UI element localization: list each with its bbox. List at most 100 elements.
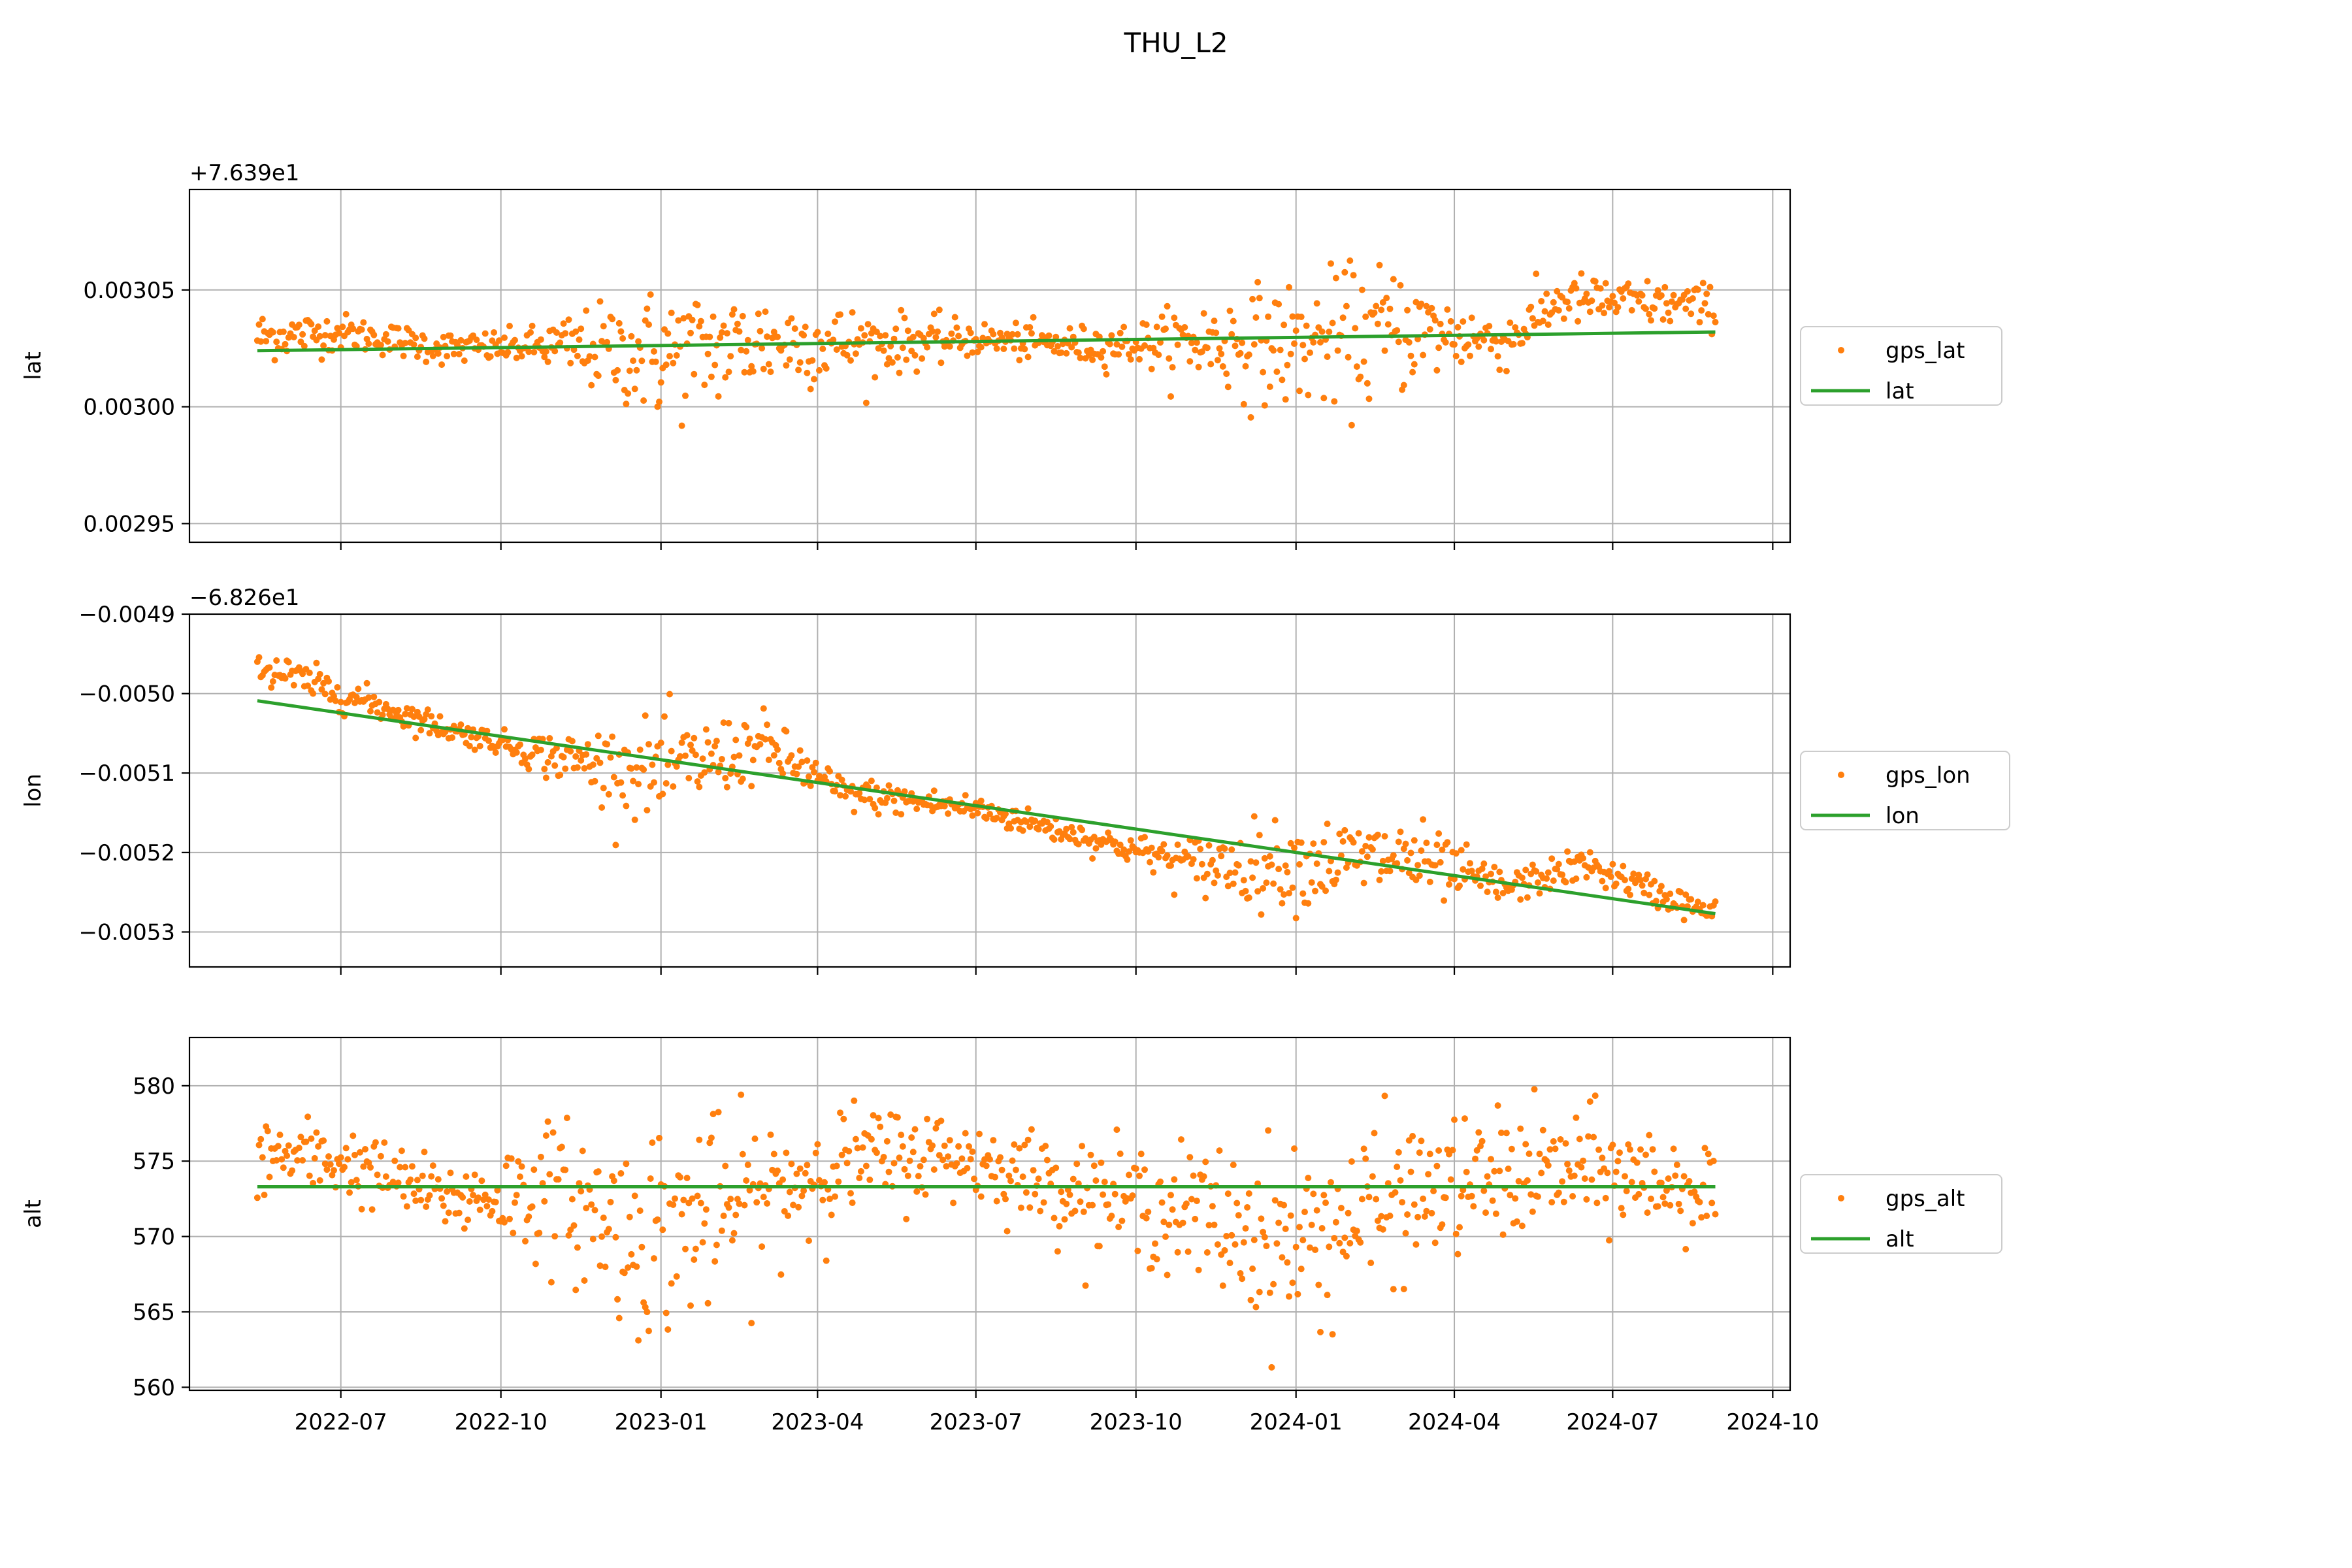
data-point — [1703, 1213, 1710, 1220]
data-point — [400, 723, 407, 730]
data-point — [1247, 1296, 1254, 1303]
data-point — [1369, 1173, 1376, 1180]
data-point — [911, 1126, 919, 1133]
data-point — [1334, 869, 1341, 876]
x-tick-label: 2023-01 — [615, 1409, 708, 1435]
data-point — [1012, 319, 1019, 327]
data-point — [830, 336, 837, 344]
data-point — [1550, 1138, 1557, 1145]
data-point — [1411, 837, 1418, 844]
data-point — [767, 368, 774, 376]
data-point — [1437, 320, 1444, 327]
data-point — [1379, 857, 1386, 864]
data-point — [1418, 301, 1425, 308]
data-point — [713, 1241, 720, 1249]
legend-entry: lon — [1886, 803, 1919, 829]
data-point — [711, 361, 719, 368]
data-point — [1533, 868, 1540, 875]
data-point — [1622, 1173, 1628, 1180]
data-point — [1670, 1145, 1677, 1152]
data-point — [1343, 864, 1350, 871]
data-point — [938, 359, 945, 367]
data-point — [821, 1179, 828, 1186]
data-point — [1433, 367, 1441, 374]
data-point — [1656, 888, 1663, 894]
data-point — [1089, 356, 1096, 363]
data-point — [659, 791, 666, 798]
data-point — [525, 348, 532, 355]
data-point — [1211, 1221, 1218, 1228]
data-point — [337, 698, 344, 706]
data-point — [1496, 367, 1503, 374]
data-point — [720, 719, 727, 727]
data-point — [1658, 292, 1665, 299]
data-point — [1482, 873, 1489, 880]
data-point — [1108, 332, 1115, 339]
plot-area — [253, 257, 1719, 429]
data-point — [1557, 1136, 1564, 1143]
data-point — [374, 1171, 381, 1179]
data-point — [502, 1162, 510, 1169]
data-point — [1694, 286, 1701, 293]
data-point — [670, 783, 677, 790]
data-point — [1420, 816, 1427, 823]
data-point — [377, 342, 384, 348]
data-point — [323, 318, 331, 325]
data-point — [1232, 1241, 1239, 1248]
data-point — [334, 684, 341, 691]
data-point — [382, 1173, 389, 1180]
data-point — [730, 753, 738, 760]
data-point — [1435, 830, 1443, 837]
data-point — [1449, 1147, 1456, 1154]
data-point — [720, 1213, 727, 1219]
data-point — [1595, 1146, 1603, 1153]
data-point — [1226, 307, 1233, 314]
data-point — [675, 317, 682, 324]
data-point — [372, 1139, 379, 1146]
data-point — [1708, 1200, 1716, 1207]
data-point — [1279, 1254, 1286, 1261]
data-point — [266, 1173, 273, 1181]
data-point — [1011, 1141, 1018, 1148]
data-point — [1367, 1260, 1375, 1266]
data-point — [1164, 302, 1171, 310]
data-point — [1503, 1130, 1510, 1137]
data-point — [1510, 340, 1517, 348]
data-point — [395, 706, 402, 713]
data-point — [1011, 345, 1018, 352]
data-point — [1468, 868, 1475, 875]
data-point — [1627, 1146, 1633, 1153]
data-point — [804, 369, 811, 376]
data-point — [1289, 1279, 1296, 1286]
data-point — [887, 1111, 894, 1119]
data-point — [1171, 1176, 1178, 1183]
data-point — [936, 1152, 943, 1159]
data-point — [723, 783, 730, 791]
data-point — [402, 1164, 409, 1171]
data-point — [896, 1154, 903, 1162]
data-point — [1694, 898, 1701, 906]
data-point — [883, 1137, 890, 1145]
data-point — [501, 1218, 508, 1226]
data-point — [832, 318, 838, 325]
data-point — [285, 659, 292, 666]
data-point — [652, 358, 659, 365]
data-point — [357, 1149, 363, 1156]
data-point — [273, 338, 280, 346]
data-point — [541, 1198, 548, 1205]
data-point — [321, 691, 329, 698]
data-point — [1454, 1250, 1462, 1258]
data-point — [551, 762, 559, 769]
data-point — [749, 757, 757, 764]
data-point — [635, 781, 642, 788]
data-point — [1658, 883, 1665, 890]
data-point — [1226, 870, 1233, 877]
data-point — [588, 382, 595, 389]
data-point — [743, 348, 750, 355]
data-point — [1550, 877, 1557, 884]
data-point — [410, 341, 417, 348]
data-point — [1644, 1209, 1651, 1217]
data-point — [1004, 1228, 1011, 1235]
data-point — [607, 754, 614, 761]
